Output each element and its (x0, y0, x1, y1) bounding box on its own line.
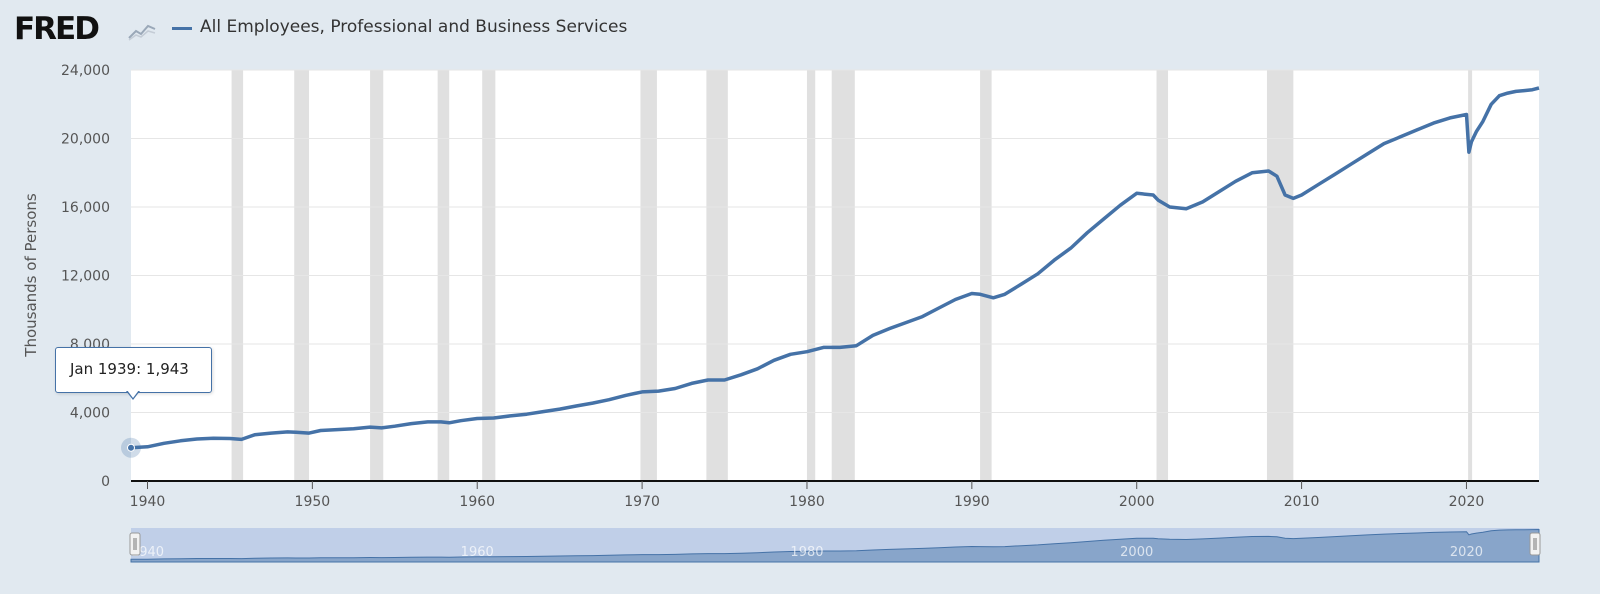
fred-graph-icon (127, 18, 157, 42)
navigator-handle-right[interactable] (1529, 532, 1541, 556)
legend-series-title[interactable]: All Employees, Professional and Business… (200, 17, 628, 37)
y-tick-label: 4,000 (70, 406, 110, 422)
y-tick-label: 20,000 (61, 132, 110, 148)
x-tick-label: 2020 (1449, 494, 1485, 510)
tooltip-date-value: Jan 1939: 1,943 (70, 360, 189, 378)
series-line[interactable] (130, 86, 1540, 450)
tooltip-value: 1,943 (145, 360, 189, 378)
navigator-tick-label: 1960 (461, 545, 494, 560)
x-tick-label: 2000 (1119, 494, 1155, 510)
navigator-tick-label: 2000 (1120, 545, 1153, 560)
x-tick-label: 1980 (789, 494, 825, 510)
hover-point[interactable] (127, 443, 135, 452)
y-tick-label: 24,000 (61, 63, 110, 79)
chart-header: FRED All Employees, Professional and Bus… (0, 0, 1600, 58)
navigator-tick-label: 1980 (790, 545, 823, 560)
x-tick-label: 1940 (130, 494, 166, 510)
data-tooltip: Jan 1939: 1,943 (55, 347, 212, 393)
y-tick-label: 16,000 (61, 200, 110, 216)
tooltip-date: Jan 1939: (70, 360, 142, 378)
x-tick-label: 1990 (954, 494, 990, 510)
y-tick-label: 0 (101, 474, 110, 490)
legend-swatch (172, 27, 192, 30)
x-tick-label: 1950 (295, 494, 331, 510)
x-tick-label: 1960 (459, 494, 495, 510)
fred-logo[interactable]: FRED (14, 11, 100, 47)
x-tick-label: 1970 (624, 494, 660, 510)
x-tick-label: 2010 (1284, 494, 1320, 510)
y-tick-label: 12,000 (61, 269, 110, 285)
y-axis-label: Thousands of Persons (22, 193, 40, 358)
navigator-window[interactable] (131, 528, 1539, 562)
navigator-handle-left[interactable] (129, 532, 141, 556)
navigator-series (130, 528, 1540, 563)
navigator-tick-label: 2020 (1450, 545, 1483, 560)
tooltip-pointer-inner (127, 390, 139, 398)
